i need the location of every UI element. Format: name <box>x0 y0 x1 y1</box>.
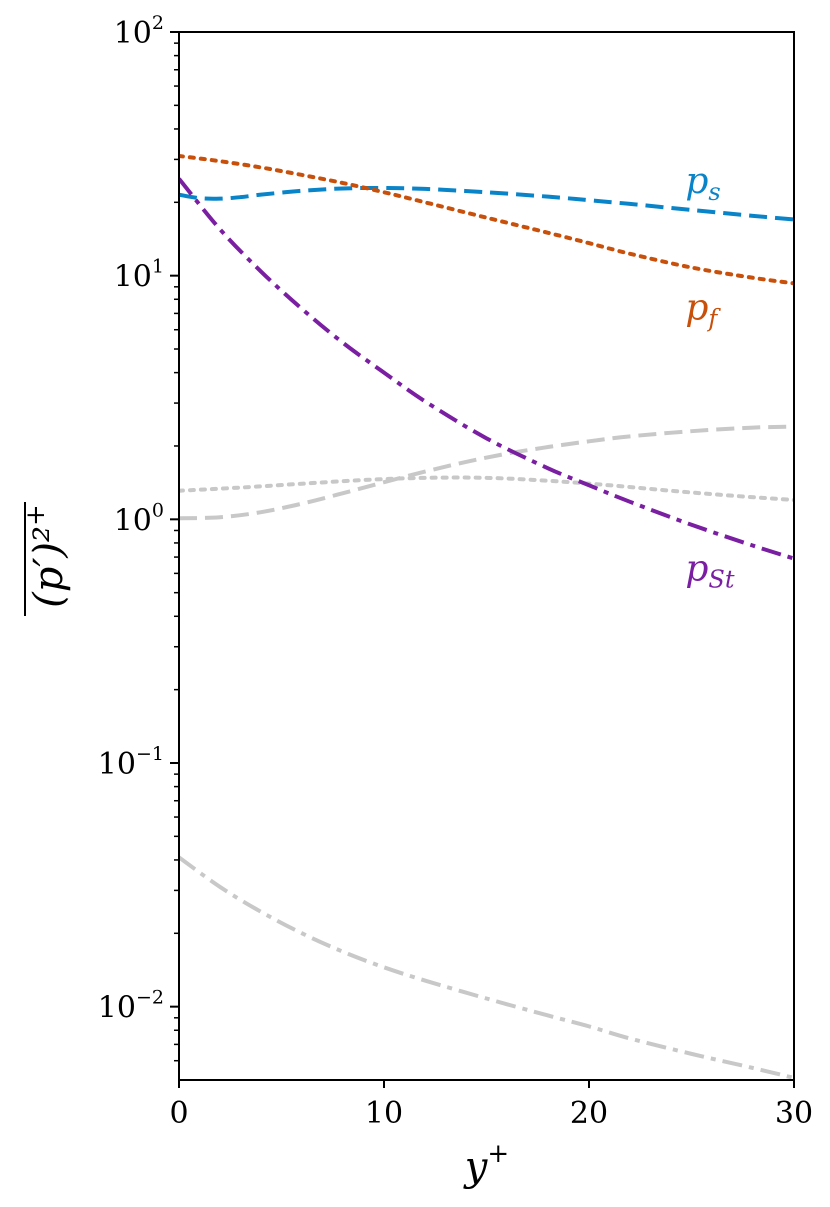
x-tick-label: 30 <box>775 1096 813 1131</box>
y-tick-label: 10−2 <box>98 987 164 1026</box>
x-tick-label: 10 <box>365 1096 403 1131</box>
y-axis-title: (p′)²+ <box>21 504 72 608</box>
series-gray-dotted-line <box>179 475 794 503</box>
tick-layer: 0 10 20 30 10−2 10−1 100 101 102 <box>98 12 813 1131</box>
series-gray-dashed-line <box>179 424 794 521</box>
x-tick-label: 0 <box>169 1096 188 1131</box>
x-tick-label: 20 <box>570 1096 608 1131</box>
x-axis-title: y+ <box>463 1139 509 1190</box>
series-p-f-line <box>179 153 794 286</box>
series-label-p-f: pf <box>685 288 721 333</box>
series-p-st-line <box>179 177 794 561</box>
series-gray-dashdot-line <box>179 855 794 1080</box>
plot-frame <box>178 31 795 1081</box>
y-tick-label: 10−1 <box>98 743 164 782</box>
annotation-layer: ps pf pSt <box>685 161 734 593</box>
series-label-p-st: pSt <box>685 549 734 594</box>
series-layer <box>179 153 794 1080</box>
series-label-p-s: ps <box>685 161 720 206</box>
y-tick-label: 101 <box>114 256 164 295</box>
series-p-s-line <box>179 185 794 222</box>
y-tick-label: 100 <box>114 499 164 538</box>
y-tick-label: 102 <box>114 12 164 51</box>
